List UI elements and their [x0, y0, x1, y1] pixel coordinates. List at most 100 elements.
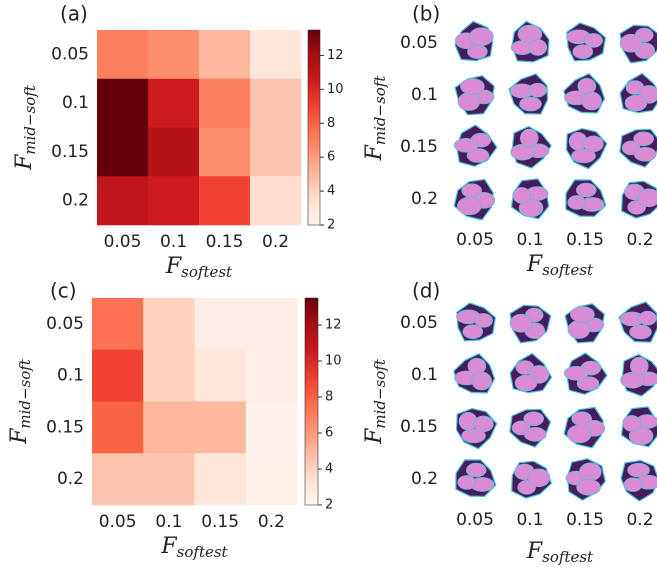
- heat-cell: [199, 30, 250, 79]
- x-tick-label: 0.2: [626, 510, 653, 530]
- y-tick-label: 0.15: [400, 137, 438, 157]
- shape-patch: [460, 78, 484, 94]
- y-axis-label-sub: mid−soft: [371, 358, 389, 428]
- heat-cell: [92, 298, 144, 350]
- x-axis-label-base: F: [160, 534, 177, 559]
- figure: (a)0.050.10.150.20.050.10.150.224681012F…: [0, 0, 657, 578]
- x-axis-label: Fsoftest: [160, 534, 228, 561]
- heat-cell: [148, 176, 199, 225]
- shape-patch: [469, 28, 493, 46]
- colorbar-tick-label: 8: [325, 390, 333, 405]
- shape-patch: [634, 132, 654, 146]
- shape-patch: [573, 45, 593, 59]
- shape-patch: [630, 357, 648, 375]
- shape-patch: [524, 412, 544, 426]
- shape-patch: [510, 314, 532, 332]
- x-tick-label: 0.05: [99, 512, 137, 532]
- x-tick-label: 0.1: [516, 510, 543, 530]
- shape-patch: [567, 425, 591, 443]
- y-tick-label: 0.1: [411, 85, 438, 105]
- y-tick-label: 0.2: [57, 469, 84, 489]
- colorbar-tick-label: 2: [325, 498, 333, 513]
- y-tick-label: 0.05: [51, 44, 89, 64]
- shape-grid: [454, 21, 657, 219]
- colorbar-tick-label: 6: [327, 150, 335, 165]
- x-tick-label: 0.15: [566, 510, 604, 530]
- colorbar-tick-label: 10: [327, 82, 344, 97]
- heat-cell: [246, 298, 298, 350]
- colorbar-ramp: [308, 30, 320, 225]
- shape-patch: [513, 187, 531, 203]
- shape-patch: [458, 93, 480, 111]
- x-axis-label-base: F: [526, 252, 543, 277]
- heat-cell: [148, 79, 199, 128]
- shape-patch: [564, 366, 588, 380]
- panel-label: (a): [60, 2, 88, 26]
- heat-cell: [97, 176, 148, 225]
- x-axis-label-sub: softest: [542, 261, 594, 279]
- x-axis-label-base: F: [526, 539, 543, 564]
- colorbar: 24681012: [308, 30, 344, 233]
- x-tick-label: 0.05: [104, 232, 142, 252]
- x-axis-label: Fsoftest: [165, 254, 233, 281]
- shape-patch: [466, 463, 486, 477]
- y-axis-label: Fmid−soft: [12, 84, 39, 171]
- heat-cell: [250, 128, 301, 177]
- x-axis-label-sub: softest: [542, 548, 594, 566]
- y-axis-label-base: F: [362, 144, 387, 161]
- y-axis-label-base: F: [7, 428, 32, 445]
- heat-cell: [250, 176, 301, 225]
- shape-patch: [472, 372, 492, 390]
- panel-label: (c): [50, 279, 77, 303]
- shape-patch: [582, 92, 602, 110]
- heat-cell: [143, 402, 195, 454]
- heat-cell: [195, 453, 247, 505]
- y-tick-label: 0.05: [46, 314, 84, 334]
- shape-patch: [468, 358, 486, 374]
- colorbar-tick-label: 12: [325, 318, 342, 333]
- shape-patch: [519, 97, 541, 111]
- heat-cell: [199, 176, 250, 225]
- x-axis-label-sub: softest: [177, 543, 229, 561]
- heat-cell: [148, 30, 199, 79]
- y-tick-label: 0.2: [62, 191, 89, 211]
- heat-cell: [148, 128, 199, 177]
- heat-cell: [195, 350, 247, 402]
- x-tick-label: 0.15: [201, 512, 239, 532]
- shape-patch: [578, 78, 596, 94]
- heat-cell: [92, 350, 144, 402]
- y-axis-label: Fmid−soft: [362, 358, 389, 445]
- shape-patch: [568, 321, 590, 339]
- y-axis-label: Fmid−soft: [7, 358, 34, 445]
- shape-patch: [457, 197, 481, 215]
- colorbar-tick-label: 4: [325, 462, 333, 477]
- heat-cell: [195, 402, 247, 454]
- y-tick-label: 0.15: [400, 417, 438, 437]
- heat-cell: [143, 298, 195, 350]
- y-axis-label-sub: mid−soft: [371, 75, 389, 145]
- heat-cell: [246, 402, 298, 454]
- y-axis-label-sub: mid−soft: [21, 84, 39, 154]
- y-tick-label: 0.2: [411, 189, 438, 209]
- shape-patch: [629, 325, 651, 339]
- y-tick-label: 0.1: [411, 365, 438, 385]
- x-tick-label: 0.1: [160, 232, 187, 252]
- y-tick-label: 0.2: [411, 469, 438, 489]
- panel-label: (b): [412, 2, 440, 26]
- shape-grid: [454, 302, 657, 501]
- shape-patch: [625, 95, 647, 111]
- heat-cell: [195, 298, 247, 350]
- heat-cell: [199, 128, 250, 177]
- x-tick-label: 0.2: [626, 230, 653, 250]
- shape-patch: [458, 475, 476, 489]
- shape-patch: [628, 463, 650, 477]
- y-tick-label: 0.15: [46, 417, 84, 437]
- colorbar-tick-label: 6: [325, 426, 333, 441]
- y-tick-label: 0.05: [400, 33, 438, 53]
- shape-patch: [638, 189, 657, 207]
- shape-patch: [520, 129, 538, 147]
- heat-cell: [250, 79, 301, 128]
- shape-patch: [634, 147, 656, 161]
- shape-patch: [515, 375, 537, 391]
